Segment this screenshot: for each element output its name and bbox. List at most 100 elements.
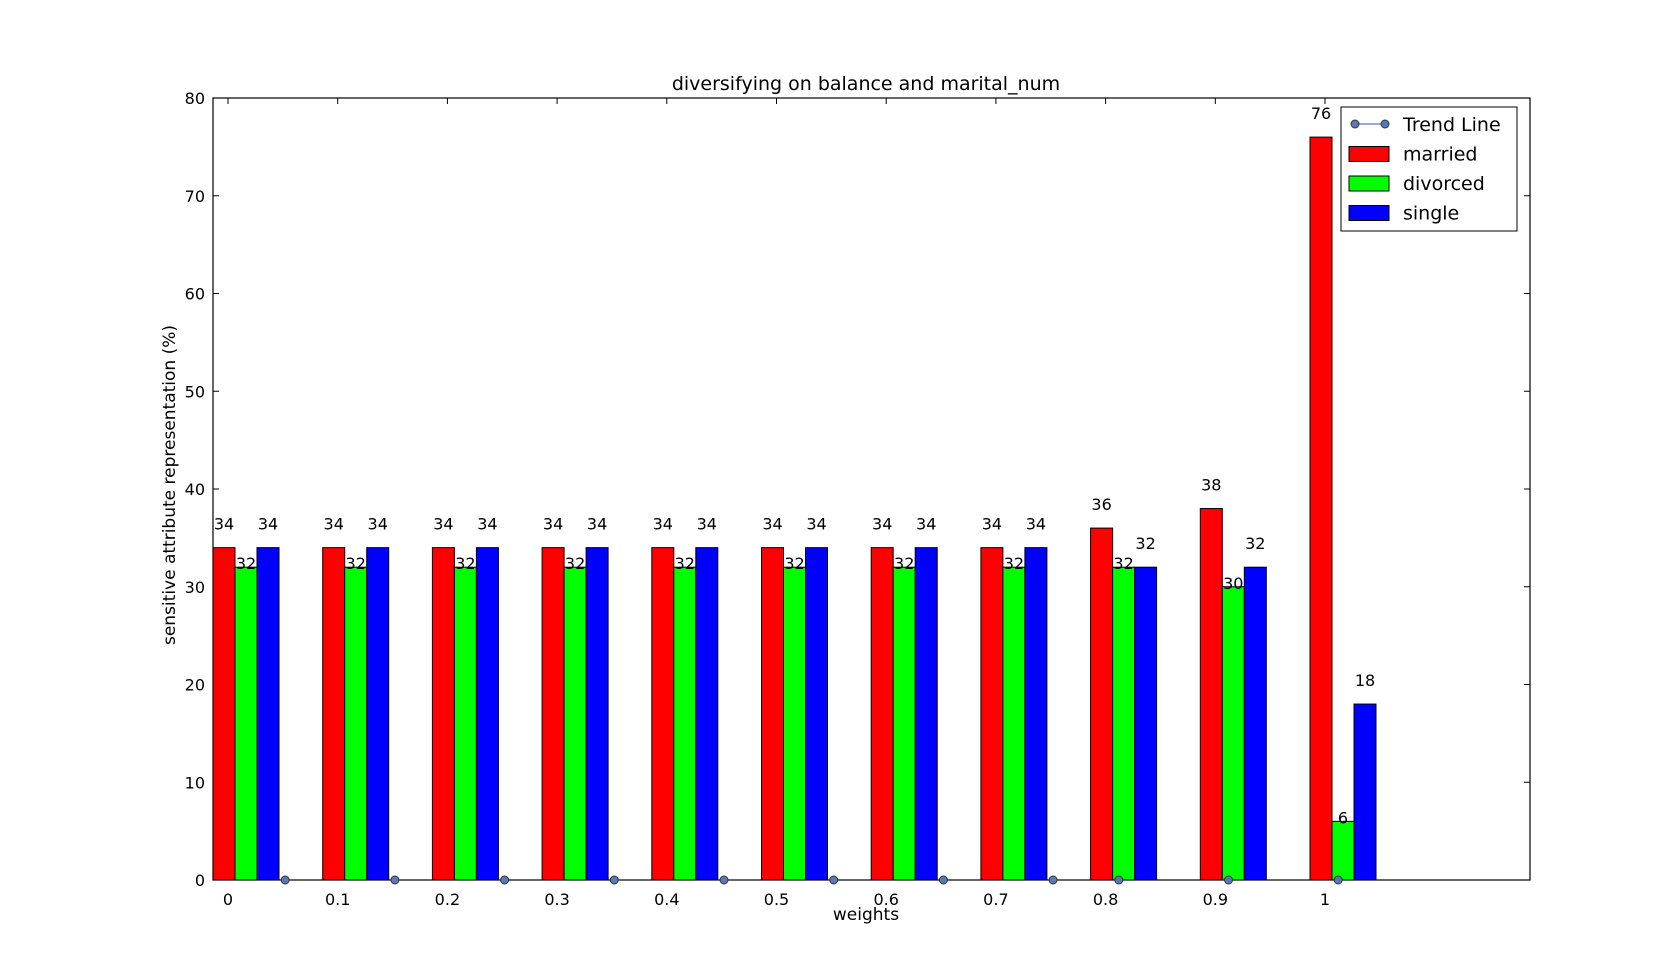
x-tick-label: 0.3 <box>544 890 569 909</box>
bar-value-label: 32 <box>455 554 475 573</box>
trend-line-point <box>390 875 400 885</box>
bar-single <box>1353 703 1377 881</box>
trend-line-point <box>1224 875 1233 885</box>
bar-value-label: 32 <box>894 554 914 573</box>
trend-line-point <box>719 875 729 885</box>
bar-single <box>695 547 719 881</box>
trend-line-point <box>609 875 619 885</box>
bar-value-label: 32 <box>1004 554 1024 573</box>
bar-value-label: 32 <box>675 554 695 573</box>
bar-value-label: 34 <box>697 515 717 534</box>
bar-married <box>870 547 894 881</box>
x-tick-label: 0.6 <box>873 890 898 909</box>
y-tick-label: 80 <box>185 89 205 108</box>
bar-value-label: 34 <box>543 515 563 534</box>
bar-value-label: 34 <box>258 515 278 534</box>
bar-married <box>1199 508 1223 881</box>
trend-line-point <box>1114 875 1124 885</box>
plot-area: 0 10 20 30 40 50 60 70 80 0 0.1 0.2 0.3 0.4 0.5 0.6 0.7 0… <box>185 89 1531 909</box>
y-tick-label: 0 <box>195 871 205 890</box>
trend-line-point <box>1333 875 1343 885</box>
bar-married <box>431 547 455 881</box>
bar-married <box>761 547 784 881</box>
bar-single <box>475 547 499 881</box>
bar-divorced <box>234 566 258 881</box>
bar-married <box>1309 136 1333 881</box>
bar-value-label: 34 <box>477 515 497 534</box>
x-tick-label: 0.1 <box>325 890 350 909</box>
bar-divorced <box>892 566 916 881</box>
bar-married <box>980 547 1004 881</box>
trend-line-point <box>829 875 839 885</box>
bar-divorced <box>783 566 806 881</box>
bar-value-label: 34 <box>916 515 936 534</box>
bar-single <box>256 547 280 881</box>
y-tick-label: 60 <box>185 285 205 304</box>
bar-value-label: 30 <box>1223 574 1243 593</box>
legend-swatch-married <box>1348 146 1390 162</box>
bar-divorced <box>453 566 477 881</box>
bar-value-label: 34 <box>653 515 673 534</box>
bar-value-label: 38 <box>1201 476 1221 495</box>
bar-single <box>1134 566 1158 881</box>
bar-value-label: 34 <box>806 515 826 534</box>
bar-value-label: 34 <box>982 515 1002 534</box>
bar-value-label: 32 <box>565 554 585 573</box>
y-tick-label: 30 <box>185 578 205 597</box>
y-tick-label: 10 <box>185 773 205 792</box>
bar-value-label: 32 <box>784 554 804 573</box>
y-tick-label: 40 <box>185 480 205 499</box>
bar-single <box>1024 547 1048 881</box>
bar-single <box>366 547 390 881</box>
bar-single <box>805 547 828 881</box>
legend-swatch-divorced <box>1348 175 1390 192</box>
bar-single <box>585 547 609 881</box>
x-tick-label: 1 <box>1320 890 1330 909</box>
bar-divorced <box>673 566 697 881</box>
legend-label: Trend Line <box>1402 114 1501 136</box>
bar-value-label: 34 <box>587 515 607 534</box>
legend: Trend Line married divorced single <box>1340 106 1518 232</box>
bar-single <box>1243 566 1267 881</box>
bar-value-label: 32 <box>346 554 366 573</box>
bar-divorced <box>344 566 368 881</box>
x-tick-label: 0.7 <box>983 890 1008 909</box>
bar-value-label: 32 <box>1113 554 1133 573</box>
x-tick-label: 0.2 <box>435 890 460 909</box>
legend-label: single <box>1403 203 1459 225</box>
bar-value-label: 34 <box>1026 515 1046 534</box>
y-tick-label: 70 <box>185 187 205 206</box>
trend-line-point <box>500 875 510 885</box>
bar-divorced <box>1002 566 1026 881</box>
bar-value-label: 32 <box>1245 534 1265 553</box>
legend-swatch-single <box>1348 205 1390 221</box>
y-tick-label: 50 <box>185 382 205 401</box>
bar-divorced <box>563 566 587 881</box>
x-tick-label: 0.5 <box>764 890 789 909</box>
bar-married <box>212 547 236 881</box>
x-tick-label: 0.4 <box>654 890 679 909</box>
bar-value-label: 34 <box>872 515 892 534</box>
bar-divorced <box>1112 566 1136 881</box>
bar-value-label: 36 <box>1091 495 1111 514</box>
bar-value-label: 34 <box>433 515 453 534</box>
bar-married <box>1090 527 1114 881</box>
chart-title: diversifying on balance and marital_num <box>672 73 1060 95</box>
bar-value-label: 6 <box>1338 808 1348 827</box>
x-tick-label: 0.9 <box>1203 890 1228 909</box>
legend-label: divorced <box>1403 173 1485 195</box>
bar-divorced <box>1221 586 1245 881</box>
bar-value-label: 18 <box>1355 671 1375 690</box>
bar-value-label: 32 <box>236 554 256 573</box>
y-axis-label: sensitive attribute representation (%) <box>160 325 180 645</box>
x-tick-label: 0.8 <box>1093 890 1118 909</box>
bar-value-label: 76 <box>1311 104 1331 123</box>
y-tick-label: 20 <box>185 676 205 695</box>
legend-trend-marker <box>1380 119 1390 129</box>
legend-label: married <box>1403 144 1477 166</box>
bar-divorced <box>1331 820 1355 881</box>
bar-married <box>651 547 675 881</box>
bar-value-label: 34 <box>324 515 344 534</box>
